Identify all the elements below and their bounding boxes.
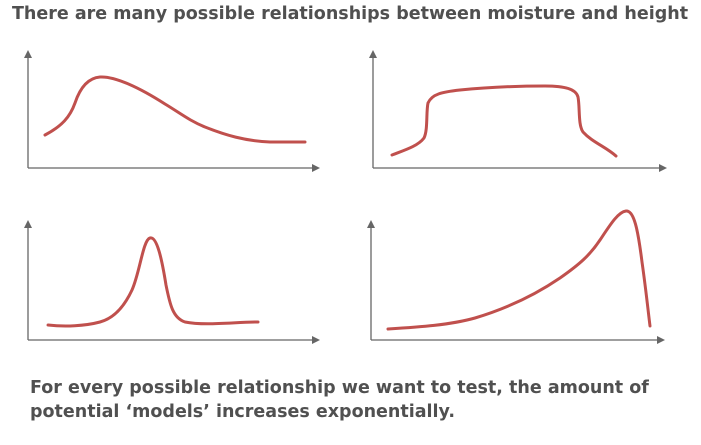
page-title: There are many possible relationships be…: [12, 4, 689, 24]
plot-panel-4: [367, 209, 665, 344]
plot-panel-1: [24, 50, 320, 172]
relationship-curve: [43, 75, 307, 144]
footer-note: For every possible relationship we want …: [30, 376, 690, 424]
footer-line-2: potential ‘models’ increases exponential…: [30, 402, 456, 422]
relationship-curve: [390, 84, 618, 158]
footer-line-1: For every possible relationship we want …: [30, 378, 649, 398]
plot-panel-2: [369, 50, 667, 172]
relationship-curve: [46, 236, 260, 328]
relationship-curve: [386, 209, 652, 331]
plot-panel-3: [24, 220, 320, 344]
